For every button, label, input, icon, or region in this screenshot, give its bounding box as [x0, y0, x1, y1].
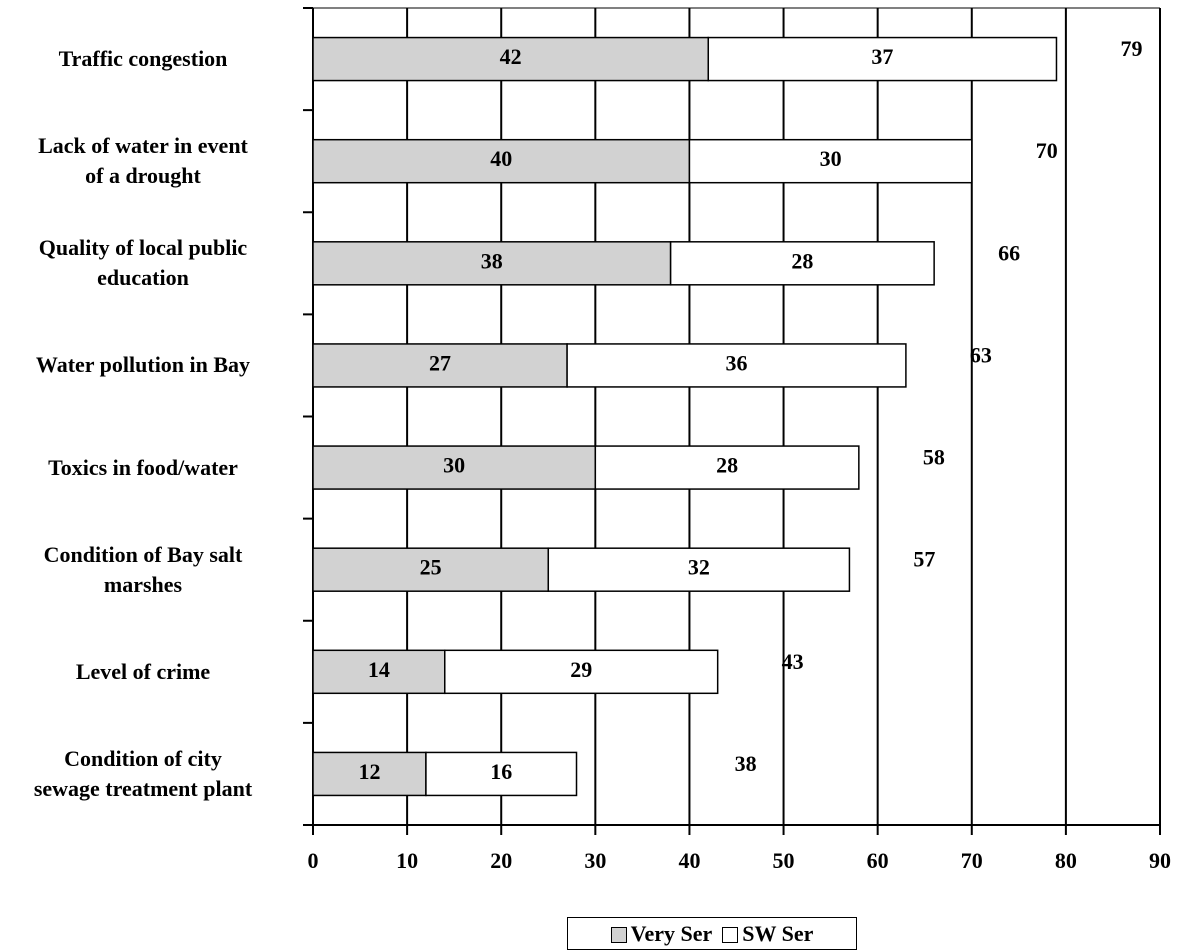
data-label: 32 [688, 555, 710, 580]
y-tick-label: Quality of local public education [38, 235, 248, 291]
bar-segment [566, 343, 907, 388]
data-label: 42 [500, 44, 522, 69]
bar-segment [312, 138, 691, 184]
legend-item: Very Ser [610, 920, 713, 947]
y-tick-label: Condition of Bay salt marshes [43, 541, 243, 597]
total-label: 38 [735, 751, 757, 776]
bar-segment [312, 751, 427, 797]
x-tick-label: 60 [867, 848, 889, 873]
data-label: 30 [443, 453, 465, 478]
legend-swatch [610, 927, 627, 944]
data-label: 25 [420, 555, 442, 580]
bar-segment [688, 138, 973, 184]
x-tick-label: 50 [773, 848, 795, 873]
data-label: 40 [490, 146, 512, 171]
data-label: 14 [368, 657, 390, 682]
bar-segment [312, 241, 672, 286]
y-tick-label: Lack of water in event of a drought [38, 133, 248, 189]
total-label: 43 [782, 649, 804, 674]
y-tick-label: Level of crime [75, 658, 211, 684]
bar-segment [707, 36, 1058, 82]
bar-segment [669, 241, 935, 286]
bar-segment [312, 36, 710, 82]
legend-label: SW Ser [742, 920, 814, 946]
data-label: 12 [358, 759, 380, 784]
y-tick-label: Condition of city sewage treatment plant [33, 745, 253, 801]
x-tick-label: 0 [308, 848, 319, 873]
total-label: 70 [1036, 138, 1058, 163]
legend-label: Very Ser [630, 920, 713, 946]
x-tick-label: 80 [1055, 848, 1077, 873]
bar-segment [444, 649, 719, 695]
data-label: 38 [481, 248, 503, 273]
data-label: 37 [871, 44, 893, 69]
bar-segment [594, 445, 860, 490]
x-tick-label: 70 [961, 848, 983, 873]
data-label: 36 [726, 350, 748, 375]
data-label: 29 [570, 657, 592, 682]
legend-swatch [722, 927, 739, 944]
y-tick-label: Traffic congestion [58, 46, 228, 72]
total-label: 57 [913, 547, 935, 572]
x-tick-label: 10 [396, 848, 418, 873]
bar-segment [312, 649, 446, 695]
data-label: 28 [716, 453, 738, 478]
y-tick-label: Water pollution in Bay [35, 352, 251, 378]
total-label: 58 [923, 445, 945, 470]
data-label: 30 [820, 146, 842, 171]
bar-segment [547, 547, 851, 592]
y-tick-label: Toxics in food/water [48, 454, 238, 480]
legend: Very Ser SW Ser [567, 917, 857, 950]
bar-segment [425, 751, 578, 797]
total-label: 66 [998, 240, 1020, 265]
data-label: 16 [490, 759, 512, 784]
legend-item: SW Ser [722, 921, 813, 947]
x-tick-label: 20 [490, 848, 512, 873]
bar-segment [312, 445, 597, 490]
x-tick-label: 30 [584, 848, 606, 873]
data-label: 28 [791, 248, 813, 273]
total-label: 63 [970, 342, 992, 367]
total-label: 79 [1120, 36, 1142, 61]
x-tick-label: 90 [1149, 848, 1171, 873]
x-tick-label: 40 [678, 848, 700, 873]
data-label: 27 [429, 350, 451, 375]
